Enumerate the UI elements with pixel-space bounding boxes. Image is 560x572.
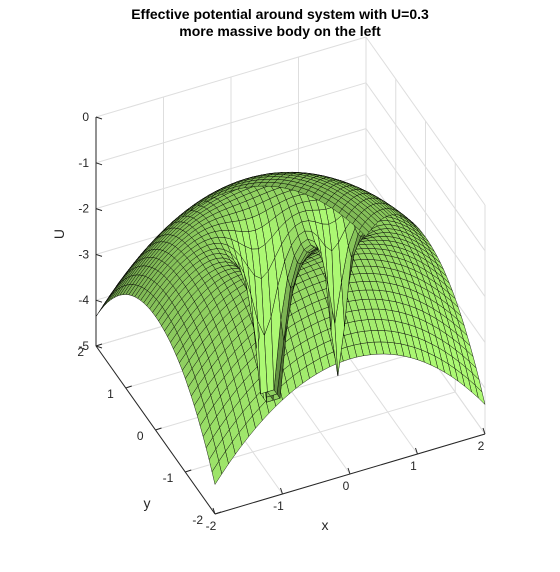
z-axis-label: U	[51, 229, 67, 239]
z-tick-mark-3	[96, 209, 102, 211]
x-tick-label-1: -1	[273, 499, 284, 513]
surface-patch	[96, 302, 106, 317]
z-tick-label-3: -2	[78, 202, 89, 216]
y-tick-label-2: 0	[137, 429, 144, 443]
y-tick-label-1: -1	[163, 471, 174, 485]
x-tick-label-2: 0	[343, 479, 350, 493]
x-tick-label-4: 2	[478, 439, 485, 453]
z-tick-mark-1	[96, 300, 102, 302]
y-tick-label-3: 1	[107, 387, 114, 401]
z-tick-mark-2	[96, 254, 102, 256]
z-tick-label-2: -3	[78, 247, 89, 261]
z-tick-label-0: -5	[78, 339, 89, 353]
y-axis-label: y	[144, 495, 151, 511]
z-tick-label-4: -1	[78, 156, 89, 170]
x-axis-label: x	[322, 517, 329, 533]
x-tick-label-3: 1	[410, 459, 417, 473]
z-tick-label-1: -4	[78, 293, 89, 307]
z-tick-mark-4	[96, 163, 102, 165]
y-tick-label-0: -2	[192, 513, 203, 527]
z-tick-mark-5	[96, 117, 102, 119]
z-tick-label-5: 0	[82, 110, 89, 124]
x-tick-label-0: -2	[206, 519, 217, 533]
